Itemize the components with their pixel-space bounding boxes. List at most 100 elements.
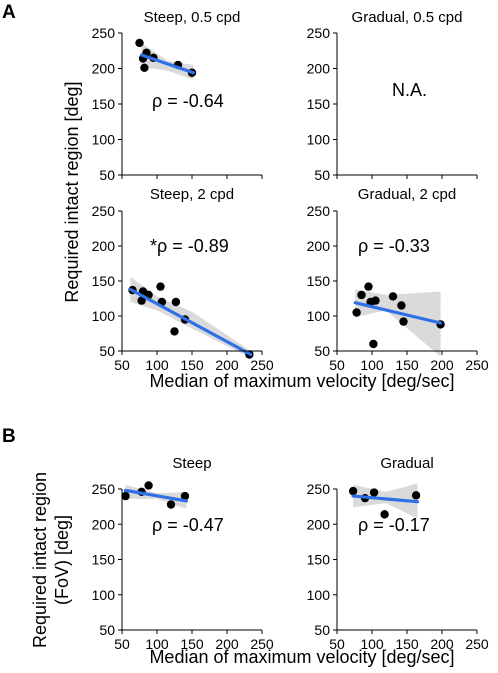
y-tick-label: 100 (92, 308, 116, 324)
data-point (156, 282, 165, 291)
correlation-annotation: ρ = -0.17 (358, 515, 430, 535)
data-point (352, 308, 361, 317)
panel-4: Steep 50 100 150 200 250 50 100 150 200 250 ρ = -0.… (92, 455, 274, 652)
y-tick-label: 250 (307, 481, 331, 497)
y-tick-label: 200 (92, 238, 116, 254)
data-point (369, 339, 378, 349)
data-point (388, 292, 398, 301)
y-tick-label: 250 (92, 481, 116, 497)
y-tick-label: 100 (92, 132, 116, 148)
x-tick-label: 150 (395, 357, 419, 373)
data-point (380, 510, 389, 519)
y-tick-label: 100 (307, 308, 331, 324)
x-tick-label: 100 (360, 357, 384, 373)
x-tick-label: 50 (329, 636, 345, 652)
x-tick-label: 200 (215, 357, 239, 373)
confidence-band (141, 42, 194, 80)
data-point (135, 38, 144, 48)
x-tick-label: 250 (250, 357, 274, 373)
x-tick-label: 250 (250, 636, 274, 652)
y-tick-label: 50 (99, 343, 115, 359)
y-tick-label: 250 (92, 203, 116, 219)
y-tick-label: 50 (99, 622, 115, 638)
data-point (140, 63, 149, 72)
correlation-annotation: N.A. (392, 80, 427, 100)
correlation-annotation: ρ = -0.64 (152, 91, 224, 111)
x-tick-label: 100 (360, 636, 384, 652)
y-tick-label: 250 (307, 25, 331, 41)
x-tick-label: 200 (430, 636, 454, 652)
y-tick-label: 150 (92, 96, 116, 112)
data-point (144, 481, 153, 490)
x-tick-label: 200 (430, 357, 454, 373)
y-axis-title-b-line2: (FoV) [deg] (52, 515, 72, 605)
y-tick-label: 150 (307, 552, 331, 568)
data-point (357, 290, 366, 300)
panel-0: Steep, 0.5 cpd 50 100 150 200 250 ρ = -0.64 (92, 9, 263, 183)
y-tick-label: 100 (307, 587, 331, 603)
panel-1: Gradual, 0.5 cpd 50 100 150 200 250 N.A. (307, 9, 478, 183)
y-tick-label: 100 (92, 587, 116, 603)
panel-5: Gradual 50 100 150 200 250 50 100 150 200 250 ρ = -… (307, 455, 489, 652)
panel-3: Gradual, 2 cpd 50 100 150 200 250 50 100 150 200 2… (307, 186, 489, 373)
correlation-annotation: ρ = -0.47 (152, 515, 224, 535)
x-tick-label: 100 (145, 636, 169, 652)
y-tick-label: 100 (307, 132, 331, 148)
panel-2: Steep, 2 cpd 50 100 150 200 250 50 100 150 200 250… (92, 186, 274, 373)
data-point (170, 327, 179, 336)
y-tick-label: 200 (307, 238, 331, 254)
y-tick-label: 150 (92, 552, 116, 568)
data-point (171, 297, 181, 307)
data-point (121, 491, 130, 501)
correlation-annotation: *ρ = -0.89 (150, 236, 229, 256)
regression-line (351, 494, 420, 504)
y-tick-label: 50 (314, 343, 330, 359)
panel-title: Steep, 0.5 cpd (144, 9, 241, 26)
data-point (137, 296, 146, 305)
x-tick-label: 150 (180, 357, 204, 373)
section-letter-a: A (2, 2, 16, 23)
section-letter-b: B (2, 426, 16, 447)
panel-title: Gradual, 2 cpd (358, 186, 456, 203)
y-tick-label: 50 (314, 167, 330, 183)
regression-line (353, 301, 443, 325)
x-tick-label: 250 (465, 636, 489, 652)
panel-title: Gradual (380, 455, 433, 472)
x-axis-title-a: Median of maximum velocity [deg/sec] (149, 371, 454, 391)
data-point (364, 282, 373, 291)
data-point (411, 491, 421, 500)
panel-title: Steep, 2 cpd (150, 186, 234, 203)
data-point (166, 500, 176, 509)
data-point (399, 317, 408, 326)
regression-line (140, 53, 195, 75)
y-tick-label: 50 (99, 167, 115, 183)
x-axis-title-b: Median of maximum velocity [deg/sec] (149, 647, 454, 667)
y-axis-title-a: Required intact region [deg] (62, 81, 82, 302)
x-tick-label: 150 (395, 636, 419, 652)
panel-title: Steep (172, 455, 211, 472)
y-tick-label: 150 (92, 273, 116, 289)
data-point (397, 301, 406, 310)
y-tick-label: 200 (92, 61, 116, 77)
y-tick-label: 200 (307, 516, 331, 532)
y-tick-label: 150 (307, 96, 331, 112)
x-tick-label: 50 (114, 357, 130, 373)
x-tick-label: 150 (180, 636, 204, 652)
confidence-band (353, 483, 418, 519)
x-tick-label: 50 (114, 636, 130, 652)
regression-line (128, 287, 253, 357)
y-tick-label: 150 (307, 273, 331, 289)
data-point (369, 488, 379, 497)
x-tick-label: 100 (145, 357, 169, 373)
y-tick-label: 200 (92, 516, 116, 532)
data-point (180, 491, 190, 501)
y-axis-title-b-line1: Required intact region (30, 472, 50, 648)
correlation-annotation: ρ = -0.33 (358, 236, 430, 256)
y-tick-label: 50 (314, 622, 330, 638)
x-tick-label: 200 (215, 636, 239, 652)
regression-line (123, 488, 188, 503)
y-tick-label: 200 (307, 61, 331, 77)
x-tick-label: 250 (465, 357, 489, 373)
panels: Steep, 0.5 cpd 50 100 150 200 250 ρ = -0.64 Gra… (92, 9, 489, 652)
